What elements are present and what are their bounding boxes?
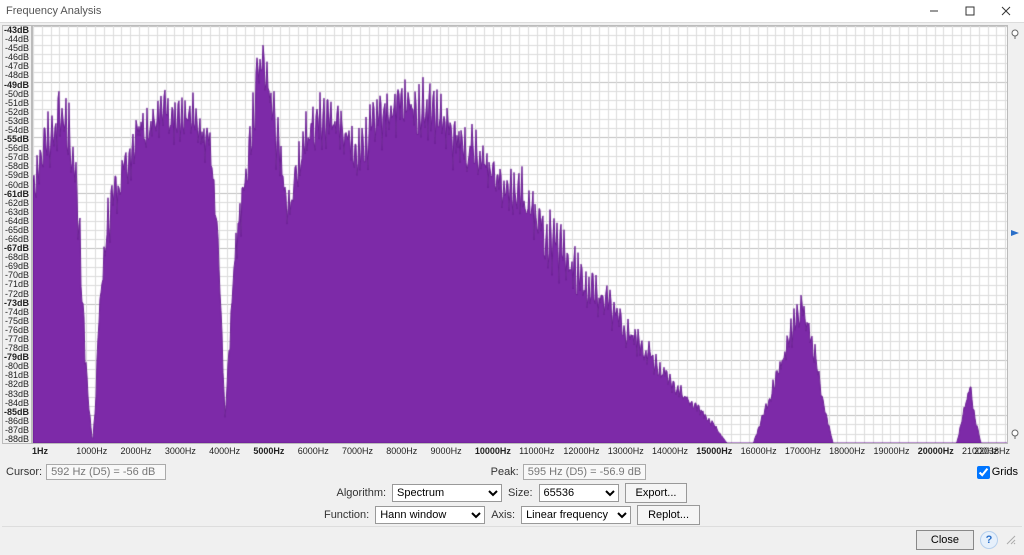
spectrum-canvas-wrap[interactable] [32,25,1008,444]
x-tick-label: 15000Hz [696,446,732,456]
size-label: Size: [508,487,532,499]
x-tick-label: 7000Hz [342,446,373,456]
plot-region: -43dB-44dB-45dB-46dB-47dB-48dB-49dB-50dB… [2,25,1022,444]
axis-select[interactable]: Linear frequency [521,506,631,524]
help-icon[interactable]: ? [980,531,998,549]
close-window-button[interactable] [988,0,1024,22]
x-tick-label: 2000Hz [121,446,152,456]
x-tick-label: 10000Hz [475,446,511,456]
titlebar: Frequency Analysis [0,0,1024,23]
arrow-right-icon[interactable] [1009,228,1021,241]
minimize-button[interactable] [916,0,952,22]
x-tick-label: 6000Hz [298,446,329,456]
x-axis-ruler: 1Hz 1000Hz 2000Hz 3000Hz 4000Hz 5000Hz 6000Hz 7… [32,446,1008,460]
resize-grip-icon[interactable] [1004,533,1016,548]
function-label: Function: [324,509,369,521]
x-tick-label: 12000Hz [563,446,599,456]
y-axis-ruler: -43dB-44dB-45dB-46dB-47dB-48dB-49dB-50dB… [2,25,32,444]
cursor-value: 592 Hz (D5) = -56 dB [46,464,166,480]
x-axis-ruler-row: 1Hz 1000Hz 2000Hz 3000Hz 4000Hz 5000Hz 6000Hz 7… [2,446,1022,460]
replot-button[interactable]: Replot... [637,505,700,525]
x-tick-label: 20000Hz [918,446,954,456]
x-tick-label: 17000Hz [785,446,821,456]
x-tick-label: 9000Hz [431,446,462,456]
x-tick-label: 16000Hz [741,446,777,456]
x-tick-label: 3000Hz [165,446,196,456]
frequency-analysis-window: Frequency Analysis -43dB-44dB-45dB-46dB-… [0,0,1024,555]
x-tick-label: 13000Hz [608,446,644,456]
x-tick-label: 11000Hz [519,446,554,456]
grids-checkbox[interactable] [977,466,990,479]
close-button[interactable]: Close [916,530,974,550]
x-tick-label: 1000Hz [76,446,107,456]
x-tick-label: 18000Hz [829,446,865,456]
y-tick-label: -88dB [5,435,29,444]
readout-row: Cursor: 592 Hz (D5) = -56 dB Peak: 595 H… [2,462,1022,482]
algorithm-label: Algorithm: [337,487,387,499]
x-tick-label: 5000Hz [253,446,284,456]
function-select[interactable]: Hann window [375,506,485,524]
x-tick-label: 22038Hz [974,446,1010,456]
axis-label: Axis: [491,509,515,521]
export-button[interactable]: Export... [625,483,688,503]
controls-row-2: Function: Hann window Axis: Linear frequ… [2,504,1022,526]
content-area: -43dB-44dB-45dB-46dB-47dB-48dB-49dB-50dB… [0,23,1024,555]
bottom-bar: Close ? [2,526,1022,553]
x-tick-label: 19000Hz [873,446,909,456]
maximize-button[interactable] [952,0,988,22]
pin-bottom-icon[interactable] [1009,427,1021,442]
grids-label[interactable]: Grids [992,466,1018,478]
peak-value: 595 Hz (D5) = -56.9 dB [523,464,646,480]
window-title: Frequency Analysis [6,5,916,17]
algorithm-select[interactable]: Spectrum [392,484,502,502]
x-tick-label: 14000Hz [652,446,688,456]
pin-top-icon[interactable] [1009,27,1021,42]
x-tick-label: 8000Hz [386,446,417,456]
controls-row-1: Algorithm: Spectrum Size: 65536 Export..… [2,482,1022,504]
x-tick-label: 1Hz [32,446,48,456]
x-tick-label: 4000Hz [209,446,240,456]
peak-label: Peak: [491,466,519,478]
pin-column [1008,25,1022,444]
cursor-label: Cursor: [6,466,42,478]
size-select[interactable]: 65536 [539,484,619,502]
